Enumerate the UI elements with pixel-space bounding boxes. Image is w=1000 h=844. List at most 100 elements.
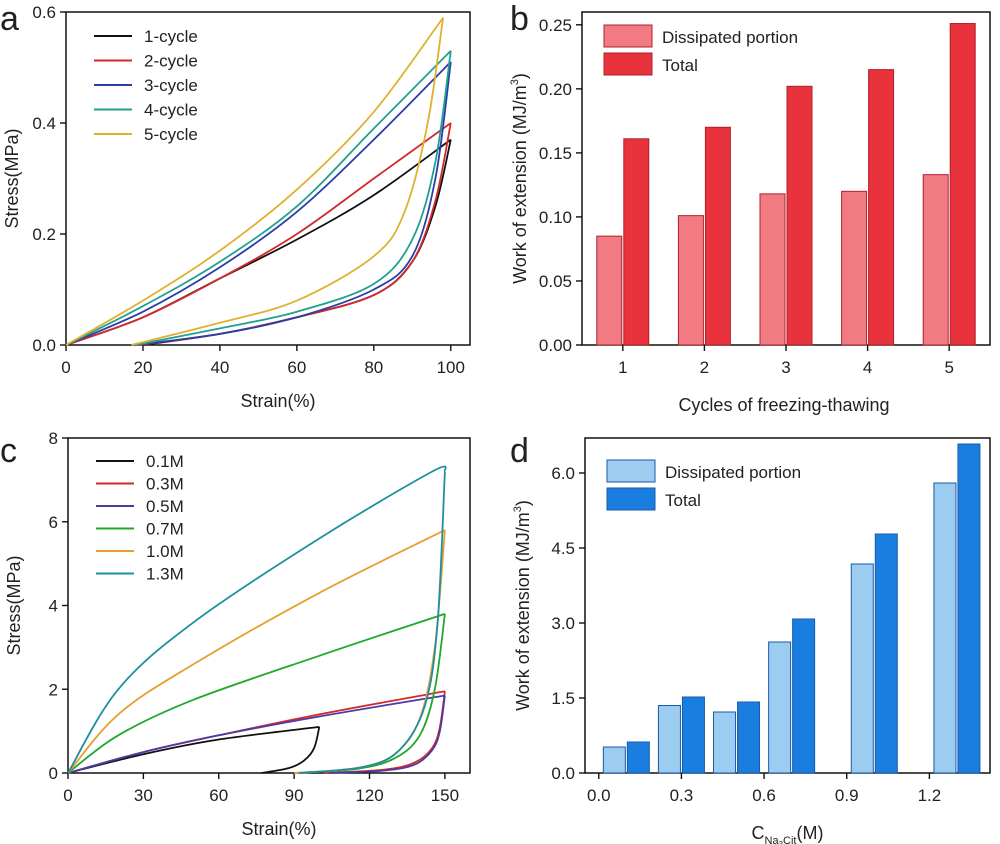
c-loading-curve bbox=[67, 694, 446, 774]
c-panel-letter: c bbox=[0, 432, 17, 470]
d-xtick-label: 1.2 bbox=[918, 786, 942, 805]
b-xlabel: Cycles of freezing-thawing bbox=[678, 395, 889, 415]
a-loading-curve bbox=[65, 138, 452, 346]
d-xlabel-end: (M) bbox=[796, 823, 823, 843]
d-xtick-label: 0.9 bbox=[835, 786, 859, 805]
c-loading-curve bbox=[67, 529, 446, 774]
a-ytick-label: 0.6 bbox=[32, 3, 56, 22]
panel-b: b 0.00 0.05 0.10 0.15 0.20 0.25 1 2 3 4 5 Dissipated… bbox=[509, 0, 991, 415]
c-ytick-label: 8 bbox=[49, 429, 58, 448]
c-series-1.3M bbox=[67, 465, 447, 774]
d-ylabel: Work of extension (MJ/m3) bbox=[512, 500, 533, 711]
panel-c: c 0 2 4 6 8 0 30 60 90 120 150 0.1M 0.3M 0.5M 0.7M 1.0M 1… bbox=[0, 429, 471, 839]
b-bar-dissipated bbox=[677, 215, 704, 346]
a-ytick-label: 0.2 bbox=[32, 225, 56, 244]
b-bar-dissipated bbox=[596, 235, 623, 346]
d-bar-total bbox=[681, 696, 705, 774]
panel-a: a 0.0 0.2 0.4 0.6 0 20 40 60 80 100 1-cycle 2-cycle 3… bbox=[0, 0, 471, 411]
d-bar-dissipated bbox=[713, 711, 737, 774]
c-ytick-label: 4 bbox=[49, 597, 58, 616]
b-ytick-label: 0.05 bbox=[539, 272, 572, 291]
d-ytick-label: 3.0 bbox=[551, 614, 575, 633]
a-legend-label: 3-cycle bbox=[144, 76, 198, 95]
b-bar-total bbox=[786, 85, 813, 346]
d-bar-total bbox=[957, 443, 981, 774]
b-xtick-label: 5 bbox=[944, 358, 953, 377]
a-xlabel: Strain(%) bbox=[240, 391, 315, 411]
d-xlabel-sub3: Cit bbox=[783, 835, 796, 844]
a-xtick-label: 60 bbox=[287, 358, 306, 377]
a-legend-label: 5-cycle bbox=[144, 125, 198, 144]
c-xtick-label: 120 bbox=[355, 786, 383, 805]
panel-d: d 0.0 1.5 3.0 4.5 6.0 0.0 0.3 0.6 0.9 1.2 Dissipate… bbox=[510, 432, 991, 844]
d-bar-total bbox=[792, 618, 816, 774]
b-ylabel-sup: 3 bbox=[509, 79, 521, 85]
a-ytick-label: 0.4 bbox=[32, 114, 56, 133]
d-bar-total bbox=[626, 741, 650, 774]
b-legend-swatch bbox=[603, 52, 653, 76]
d-bar-dissipated bbox=[657, 705, 681, 774]
b-ytick-label: 0.20 bbox=[539, 80, 572, 99]
d-bar-dissipated bbox=[768, 641, 792, 774]
b-legend-label: Total bbox=[662, 56, 698, 75]
a-legend-label: 2-cycle bbox=[144, 52, 198, 71]
c-series-0.1M bbox=[67, 726, 321, 774]
d-ylabel-end: ) bbox=[513, 500, 533, 506]
b-ytick-label: 0.25 bbox=[539, 16, 572, 35]
a-plot-frame bbox=[65, 11, 471, 346]
c-unloading-curve bbox=[299, 471, 446, 774]
d-panel-letter: d bbox=[510, 432, 529, 470]
b-bar-total bbox=[949, 23, 976, 346]
d-xlabel-sub2: 3 bbox=[779, 840, 784, 844]
b-ytick-label: 0.10 bbox=[539, 208, 572, 227]
a-unloading-curve bbox=[131, 17, 444, 346]
d-xlabel-sub: Na bbox=[765, 835, 780, 844]
d-ytick-label: 4.5 bbox=[551, 539, 575, 558]
b-xtick-label: 2 bbox=[700, 358, 709, 377]
c-unloading-curve bbox=[261, 726, 321, 774]
b-bar-dissipated bbox=[841, 190, 868, 346]
d-bar-total bbox=[874, 533, 898, 774]
b-ylabel-end: ) bbox=[510, 73, 530, 79]
a-xtick-label: 0 bbox=[61, 358, 70, 377]
d-ytick-label: 6.0 bbox=[551, 464, 575, 483]
b-legend-label: Dissipated portion bbox=[662, 28, 798, 47]
d-ylabel-sup: 3 bbox=[512, 506, 524, 512]
d-bar-dissipated bbox=[602, 746, 626, 774]
a-panel-letter: a bbox=[0, 0, 19, 38]
d-bar-dissipated bbox=[933, 482, 957, 774]
c-unloading-curve bbox=[329, 695, 446, 774]
a-loading-curve bbox=[65, 50, 452, 346]
d-ytick-label: 0.0 bbox=[551, 764, 575, 783]
c-xtick-label: 90 bbox=[285, 786, 304, 805]
c-series-0.5M bbox=[67, 694, 446, 774]
b-bar-dissipated bbox=[922, 174, 949, 346]
c-xtick-label: 0 bbox=[63, 786, 72, 805]
b-ytick-label: 0.15 bbox=[539, 144, 572, 163]
c-ytick-label: 0 bbox=[49, 764, 58, 783]
c-ytick-label: 6 bbox=[49, 513, 58, 532]
c-legend-label: 0.3M bbox=[146, 475, 184, 494]
b-ytick-label: 0.00 bbox=[539, 336, 572, 355]
b-xtick-label: 3 bbox=[781, 358, 790, 377]
d-legend-label: Dissipated portion bbox=[665, 463, 801, 482]
a-loading-curve bbox=[65, 17, 444, 346]
b-bar-total bbox=[623, 138, 650, 346]
d-ytick-label: 1.5 bbox=[551, 689, 575, 708]
c-xlabel: Strain(%) bbox=[241, 819, 316, 839]
c-plot-frame bbox=[67, 437, 471, 774]
a-unloading-curve bbox=[135, 50, 452, 346]
a-legend-label: 1-cycle bbox=[144, 27, 198, 46]
b-bar-total bbox=[868, 69, 895, 346]
c-ytick-label: 2 bbox=[49, 680, 58, 699]
a-loading-curve bbox=[65, 122, 452, 346]
c-xtick-label: 30 bbox=[134, 786, 153, 805]
b-legend-swatch bbox=[603, 24, 653, 48]
b-xtick-label: 1 bbox=[618, 358, 627, 377]
d-legend-swatch bbox=[606, 459, 656, 483]
d-xtick-label: 0.6 bbox=[752, 786, 776, 805]
b-xtick-label: 4 bbox=[863, 358, 872, 377]
c-xtick-label: 60 bbox=[209, 786, 228, 805]
d-legend-swatch bbox=[606, 487, 656, 511]
c-loading-curve bbox=[67, 465, 447, 774]
